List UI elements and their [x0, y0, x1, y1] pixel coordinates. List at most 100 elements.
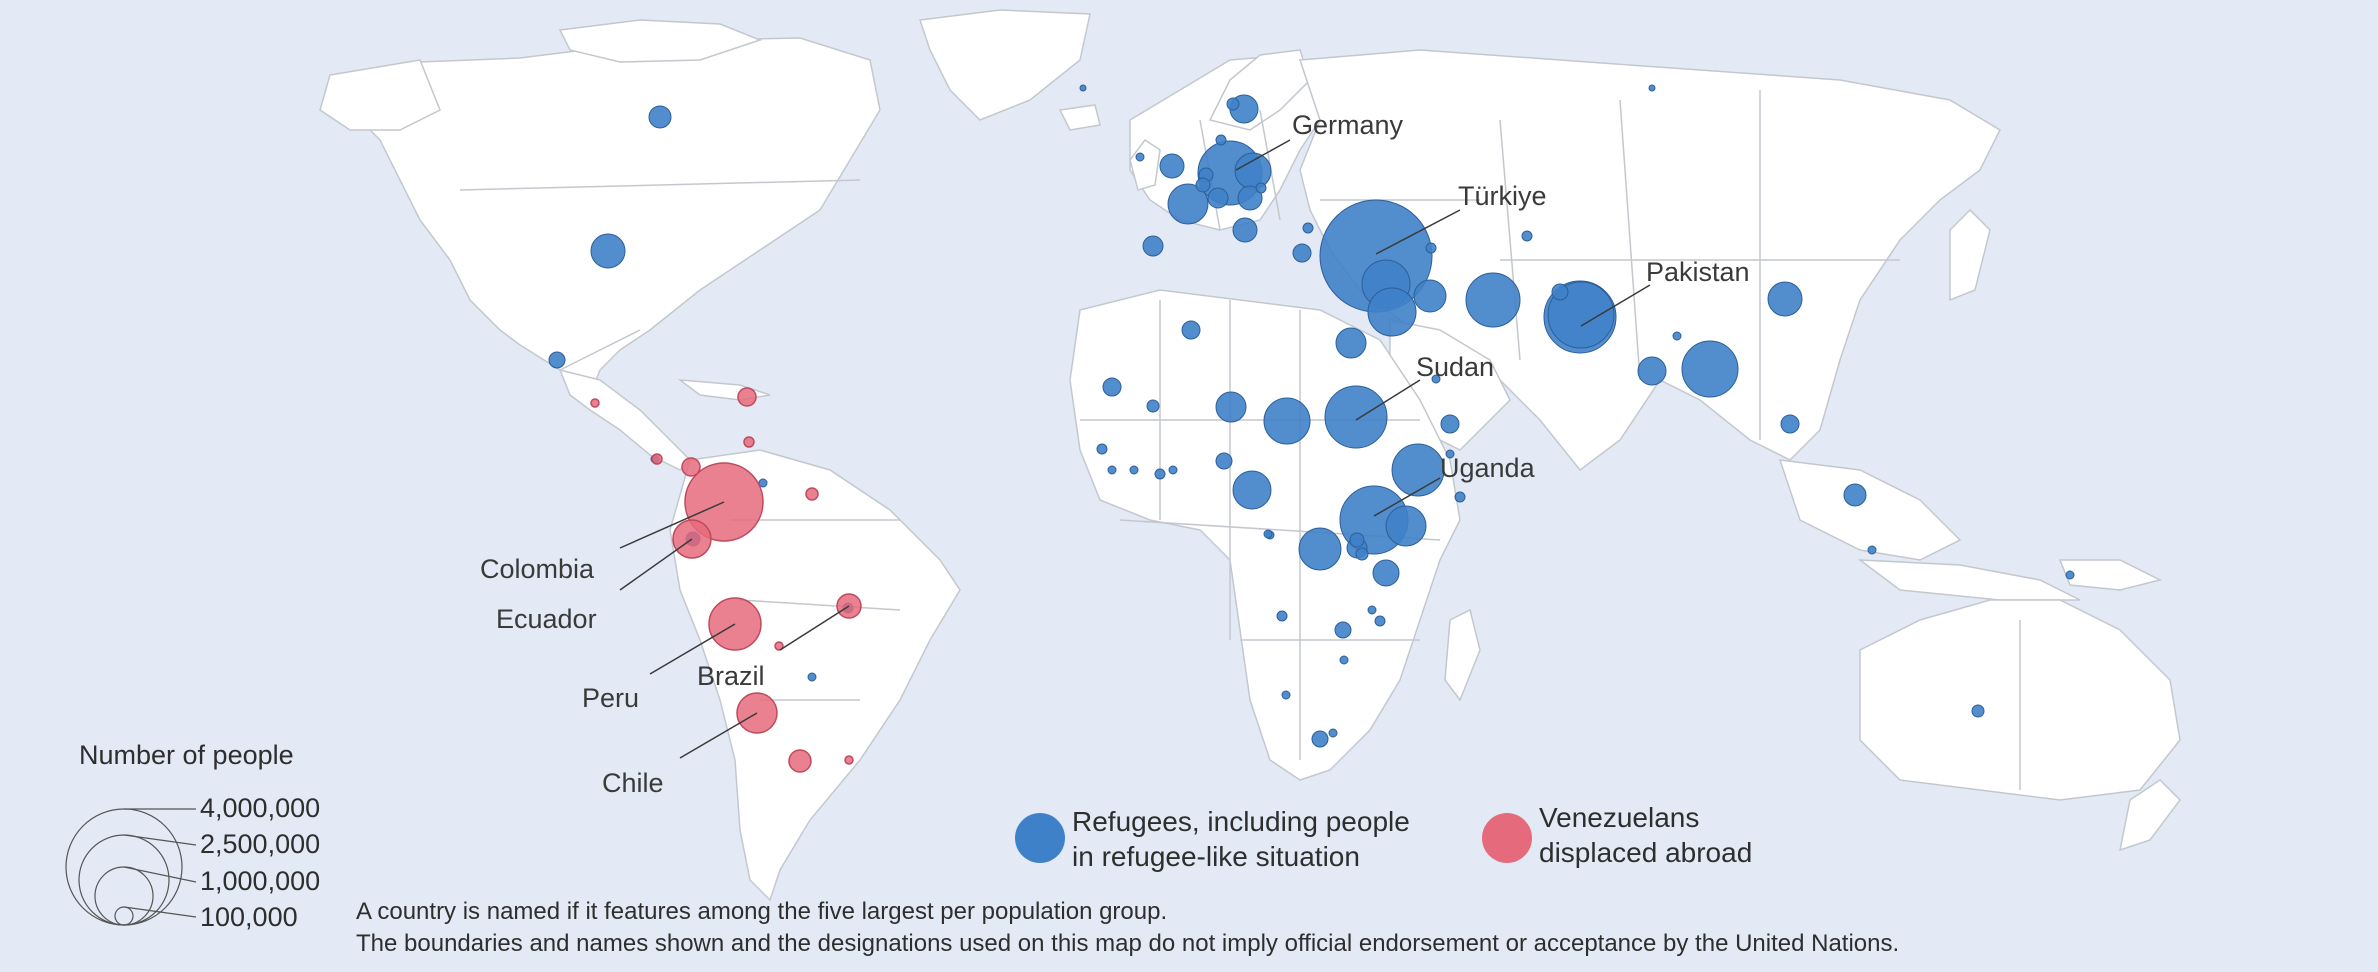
bubble-mali	[1102, 377, 1122, 397]
legend-refugees-swatch	[1015, 813, 1065, 863]
bubble-malaysia	[1843, 483, 1867, 507]
color-legend: Refugees, including people in refugee-li…	[1015, 802, 1752, 872]
land-japan	[1949, 208, 1991, 302]
bubble-mongolia	[1648, 84, 1656, 92]
legend-refugees-label-2: in refugee-like situation	[1072, 841, 1360, 872]
bubble-belgium	[1195, 177, 1211, 193]
bubble-costa-rica-ven	[651, 453, 663, 465]
bubble-botswana	[1328, 728, 1338, 738]
bubble-argentina-ven	[788, 749, 812, 773]
bubble-drc	[1298, 527, 1342, 571]
bubble-guyana-ven	[805, 487, 819, 501]
bubble-afghanistan	[1551, 283, 1569, 301]
bubble-ireland	[1135, 152, 1145, 162]
bubble-bolivia-ven	[774, 641, 784, 651]
size-value-100000: 100,000	[200, 902, 298, 932]
land-uk	[1129, 138, 1161, 191]
bubble-venezuela	[758, 478, 768, 488]
leader-lines	[619, 139, 1651, 759]
bubble-thailand	[1780, 414, 1800, 434]
bubble-nigeria	[1215, 452, 1233, 470]
land-indonesia	[1857, 559, 2081, 601]
bubble-malawi	[1367, 605, 1377, 615]
bubble-syria-region	[1413, 279, 1447, 313]
bubble-panama-ven	[681, 457, 701, 477]
size-value-2500000: 2,500,000	[200, 829, 320, 859]
label-chile: Chile	[602, 768, 664, 798]
bubble-south-africa	[1311, 730, 1329, 748]
bubble-france	[1167, 183, 1209, 225]
legend-venezuelans-swatch	[1482, 813, 1532, 863]
note-naming: A country is named if it features among …	[356, 898, 1167, 925]
bubble-netherlands	[1207, 187, 1229, 209]
land-alaska	[319, 59, 441, 131]
label-turkiye: Türkiye	[1458, 181, 1547, 211]
bubble-zimbabwe	[1339, 655, 1349, 665]
bubble-tanzania	[1372, 559, 1400, 587]
legend-venezuelans-label-2: displaced abroad	[1539, 837, 1752, 868]
bubble-burkina	[1146, 399, 1160, 413]
size-legend-title: Number of people	[79, 740, 294, 770]
bubble-dominican-ven	[737, 387, 757, 407]
bubble-spain	[1142, 235, 1164, 257]
label-germany: Germany	[1292, 110, 1404, 140]
bubble-papua	[2065, 570, 2075, 580]
bubble-namibia	[1281, 690, 1291, 700]
bubble-czechia	[1255, 182, 1267, 194]
bubble-greece	[1292, 243, 1312, 263]
land-greenland	[918, 9, 1091, 121]
bubble-austria	[1232, 217, 1258, 243]
label-peru: Peru	[582, 683, 639, 713]
bubble-curacao-ven	[743, 436, 755, 448]
bubble-liberia	[1107, 465, 1117, 475]
bubble-somalia	[1454, 491, 1466, 503]
country-labels: Germany Türkiye Pakistan Sudan Uganda Co…	[480, 110, 1750, 798]
legend-refugees-label-1: Refugees, including people	[1072, 806, 1410, 837]
bubble-yemen	[1440, 414, 1460, 434]
bubble-bulgaria	[1302, 222, 1314, 234]
bubble-cote-divoire	[1129, 465, 1139, 475]
bubble-congo	[1263, 529, 1273, 539]
bubble-chad	[1263, 397, 1311, 445]
bubble-egypt	[1335, 327, 1367, 359]
bubble-poland	[1234, 152, 1272, 190]
bubble-uk	[1159, 153, 1185, 179]
legend-venezuelans-label-1: Venezuelans	[1539, 802, 1699, 833]
land-new-zealand	[2119, 779, 2181, 852]
bubble-uruguay-ven	[844, 755, 854, 765]
bubble-rwanda	[1349, 532, 1365, 548]
bubble-togo	[1168, 465, 1178, 475]
bubble-italy	[1237, 185, 1263, 211]
bubble-usa	[590, 233, 626, 269]
bubble-argentina	[807, 672, 817, 682]
bubble-angola	[1276, 610, 1288, 622]
bubble-kazakhstan	[1521, 230, 1533, 242]
size-value-4000000: 4,000,000	[200, 793, 320, 823]
bubble-indonesia	[1867, 545, 1877, 555]
bubble-iceland	[1079, 84, 1087, 92]
bubble-zambia	[1334, 621, 1352, 639]
bubble-china	[1767, 281, 1803, 317]
bubble-kenya	[1385, 505, 1427, 547]
label-brazil: Brazil	[697, 661, 765, 691]
bubble-mexico	[548, 351, 566, 369]
bubble-russia	[1425, 242, 1437, 254]
bubble-ghana	[1154, 468, 1166, 480]
bubble-djibouti	[1445, 449, 1455, 459]
label-colombia: Colombia	[480, 554, 595, 584]
bubble-mexico-ven	[590, 398, 600, 408]
bubble-cameroon	[1232, 470, 1272, 510]
label-sudan: Sudan	[1416, 352, 1494, 382]
bubble-iraq	[1465, 272, 1521, 328]
bubble-niger	[1215, 391, 1247, 423]
bubble-norway	[1226, 97, 1240, 111]
note-disclaimer: The boundaries and names shown and the d…	[356, 930, 1899, 957]
bubble-guinea	[1096, 443, 1108, 455]
bubble-bangladesh	[1681, 340, 1739, 398]
land-madagascar	[1444, 608, 1481, 702]
bubble-sudan	[1324, 385, 1388, 449]
bubble-burundi	[1355, 547, 1369, 561]
land-central-america	[558, 368, 692, 471]
bubble-nepal	[1672, 331, 1682, 341]
